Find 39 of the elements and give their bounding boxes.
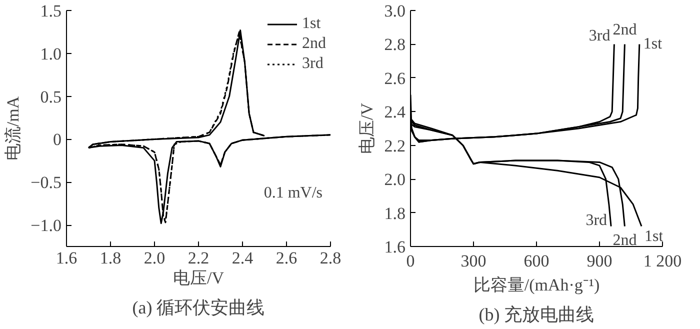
series-label: 3rd <box>588 28 610 45</box>
y-tick-label: 1.0 <box>40 44 62 64</box>
series-label: 2nd <box>612 22 637 39</box>
x-axis-title: 电压/V <box>173 268 225 288</box>
y-tick-label: 2.0 <box>384 170 406 190</box>
annotation: 0.1 mV/s <box>264 184 322 202</box>
x-tick-label: 2.0 <box>144 248 166 268</box>
y-axis-title: 电流/mA <box>4 96 23 161</box>
x-tick-label: 900 <box>586 252 612 270</box>
x-tick-label: 300 <box>460 252 486 270</box>
y-tick-label: 1.8 <box>384 204 406 223</box>
legend-label: 3rd <box>302 55 324 73</box>
x-tick-label: 1 200 <box>643 252 682 270</box>
x-tick-label: 600 <box>524 252 550 270</box>
x-tick-label: 1.8 <box>100 248 122 268</box>
x-tick-label: 2.8 <box>320 248 342 268</box>
text: (a) 循环伏安曲线 <box>132 298 265 318</box>
x-axis-title: 比容量/(mAh·g⁻¹) <box>473 276 600 294</box>
x-tick-label: 2.4 <box>232 248 254 268</box>
y-tick-label: 2.6 <box>384 68 406 88</box>
legend-label: 1st <box>302 15 322 33</box>
series-label: 2nd <box>612 232 637 249</box>
x-tick-label: 2.2 <box>188 248 210 268</box>
y-axis-title: 电压/V <box>357 102 376 154</box>
y-tick-label: 2.8 <box>384 35 406 54</box>
y-tick-label: 3.0 <box>384 2 406 20</box>
y-tick-label: −0.5 <box>30 173 62 192</box>
y-tick-label: 1.5 <box>40 2 62 20</box>
y-tick-label: 2.2 <box>384 136 406 156</box>
legend-label: 2nd <box>302 35 326 53</box>
y-tick-label: 0 <box>53 130 62 150</box>
x-tick-label: 2.6 <box>276 248 298 268</box>
series-label: 3rd <box>586 212 608 229</box>
y-tick-label: 0.5 <box>40 87 62 106</box>
y-tick-label: −1.0 <box>30 216 62 236</box>
text: (b) 充放电曲线 <box>478 304 594 324</box>
x-tick-label: 1.6 <box>56 248 78 268</box>
y-tick-label: 2.4 <box>384 102 406 122</box>
series-label: 1st <box>643 36 663 53</box>
